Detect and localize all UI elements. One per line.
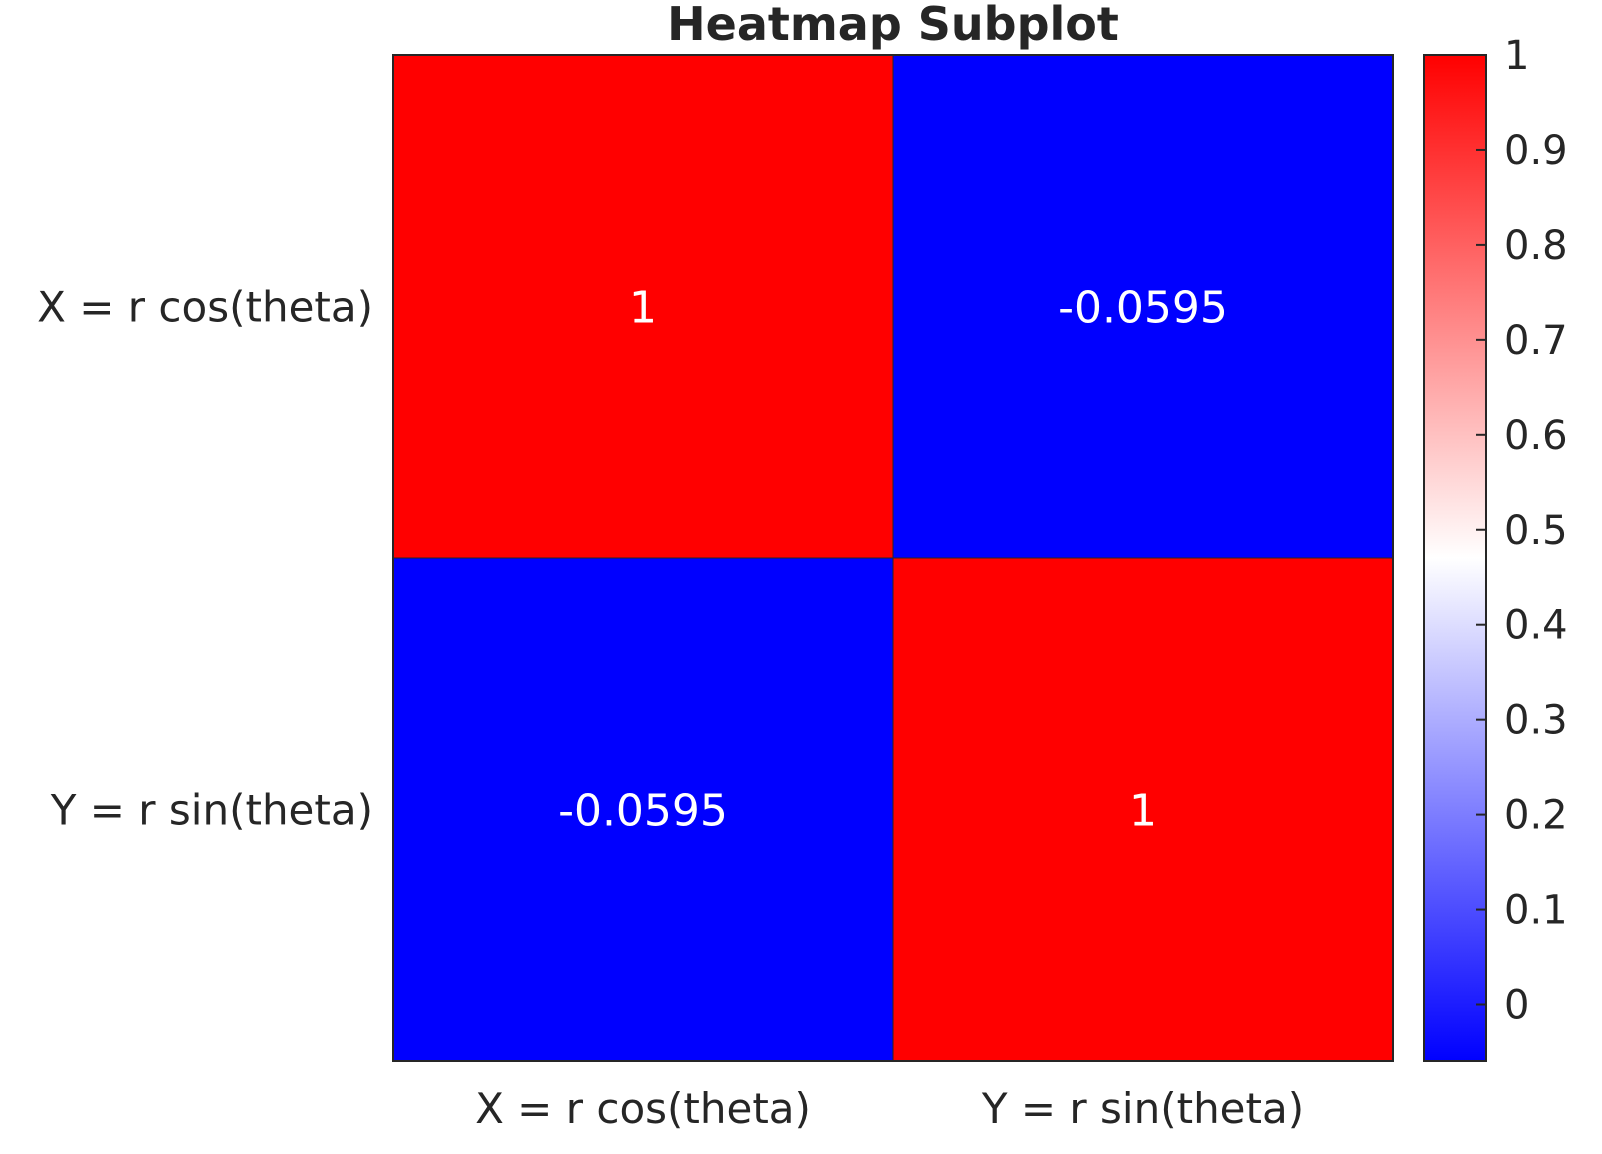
heatmap-cell-1-0 [392, 557, 894, 1062]
cell-value-label-0-0: 1 [629, 283, 657, 334]
heatmap-cell-0-1 [892, 54, 1394, 559]
colorbar-tick-label: 0.2 [1504, 793, 1568, 839]
colorbar-tick-label: 0.7 [1504, 318, 1568, 364]
colorbar-tick-label: 0.8 [1504, 223, 1568, 269]
y-tick-label: X = r cos(theta) [37, 283, 373, 332]
y-axis-tick-labels: X = r cos(theta) Y = r sin(theta) [37, 283, 373, 835]
heatmap-cell-labels: 1 -0.0595 -0.0595 1 [558, 283, 1228, 837]
colorbar [1423, 54, 1487, 1062]
x-tick-label: Y = r sin(theta) [981, 1084, 1304, 1133]
cell-value-label-0-1: -0.0595 [1058, 283, 1228, 334]
colorbar-tick-label: 0.9 [1504, 128, 1568, 174]
heatmap-frame [392, 54, 1394, 1062]
colorbar-tick-label: 0.4 [1504, 603, 1568, 649]
colorbar-ticks: 0 0.1 0.2 0.3 0.4 0.5 0.6 0.7 0.8 0.9 1 [1476, 33, 1568, 1029]
cell-value-label-1-1: 1 [1129, 786, 1157, 837]
heatmap-cell-1-1 [892, 557, 1394, 1062]
colorbar-tick-label: 1 [1504, 33, 1529, 79]
colorbar-tick-label: 0.6 [1504, 413, 1568, 459]
cell-value-label-1-0: -0.0595 [558, 786, 728, 837]
x-tick-label: X = r cos(theta) [475, 1084, 811, 1133]
y-tick-label: Y = r sin(theta) [50, 786, 373, 835]
heatmap-cell-0-0 [392, 54, 894, 559]
colorbar-tick-label: 0.5 [1504, 508, 1568, 554]
colorbar-tick-label: 0 [1504, 983, 1529, 1029]
chart-title: Heatmap Subplot [667, 0, 1119, 51]
heatmap-cells [392, 54, 1394, 1062]
colorbar-tick-label: 0.3 [1504, 698, 1568, 744]
x-axis-tick-labels: X = r cos(theta) Y = r sin(theta) [475, 1084, 1304, 1133]
colorbar-tick-label: 0.1 [1504, 888, 1568, 934]
